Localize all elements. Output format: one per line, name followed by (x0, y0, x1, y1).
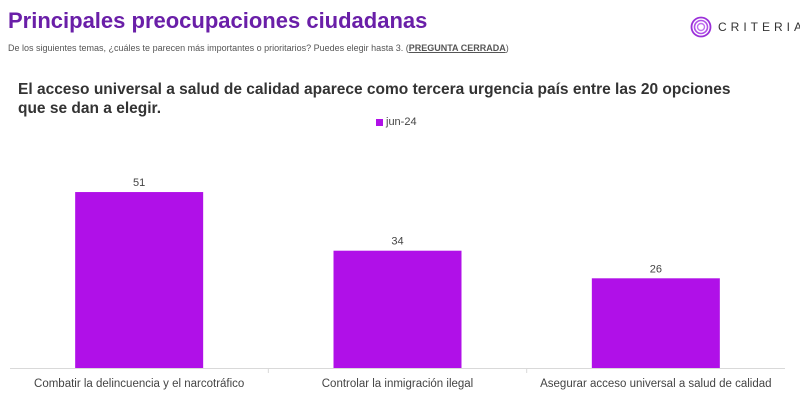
bar (333, 250, 462, 368)
legend-swatch (376, 118, 383, 126)
subtitle-end: ) (505, 43, 509, 53)
bar (591, 278, 720, 368)
headline: El acceso universal a salud de calidad a… (18, 81, 731, 117)
data-label: 34 (391, 236, 403, 248)
subtitle-text: De los siguientes temas, ¿cuáles te pare… (8, 43, 409, 53)
subtitle-emphasis: PREGUNTA CERRADA (408, 43, 506, 53)
criteria-logo: CRITERIA (690, 16, 800, 38)
data-label: 26 (650, 263, 662, 275)
legend: jun-24 (376, 116, 417, 128)
bar (75, 192, 204, 368)
page-title: Principales preocupaciones ciudadanas (8, 8, 428, 33)
category-label: Asegurar acceso universal a salud de cal… (540, 378, 771, 390)
legend-label: jun-24 (386, 116, 417, 128)
data-label: 51 (133, 177, 145, 189)
logo-spiral-icon (690, 16, 712, 38)
category-label: Controlar la inmigración ilegal (322, 378, 474, 390)
logo-text: CRITERIA (718, 20, 800, 34)
category-label: Combatir la delincuencia y el narcotráfi… (34, 378, 244, 390)
question-subtitle: De los siguientes temas, ¿cuáles te pare… (8, 43, 509, 53)
